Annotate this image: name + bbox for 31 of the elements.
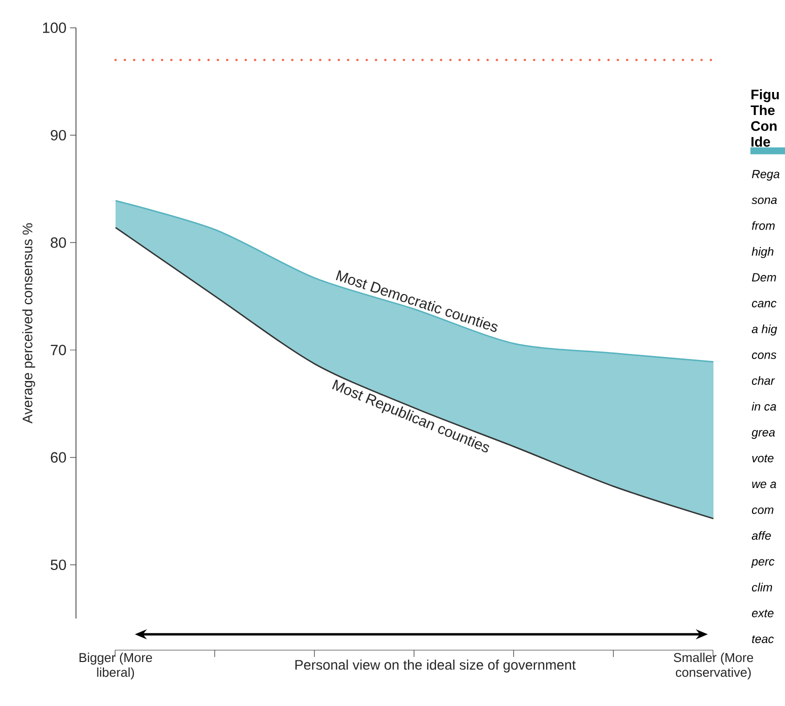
x-tick-label: Bigger (More liberal): [80, 652, 152, 680]
text: canc: [752, 301, 776, 308]
y-tick-label: 90: [50, 130, 66, 141]
y-tick-label: 70: [50, 345, 66, 356]
text: teac: [752, 636, 774, 644]
text: grea: [752, 430, 775, 440]
text: char: [752, 376, 775, 386]
text: perc: [751, 559, 774, 568]
text: clim: [752, 583, 772, 592]
text: exte: [752, 610, 774, 618]
text: from: [752, 221, 775, 230]
y-tick-label: 100: [43, 22, 66, 34]
text: affe: [752, 531, 771, 540]
text: we a: [752, 482, 776, 488]
y-tick-label: 80: [50, 238, 66, 248]
text: a hig: [752, 324, 778, 336]
x-axis-title: Personal view on the ideal size of government: [295, 660, 576, 673]
y-tick-label: 50: [50, 560, 66, 570]
text: sona: [752, 198, 777, 204]
text: cons: [752, 352, 776, 360]
line-series: [114, 200, 714, 363]
x-tick-label: Smaller (More conservative): [674, 652, 754, 680]
text: Figu The Con Ide: [750, 89, 779, 147]
text: Dem: [752, 274, 776, 282]
text: in ca: [752, 402, 776, 411]
text: com: [752, 508, 774, 514]
text: high: [752, 247, 774, 258]
text: vote: [752, 454, 774, 463]
text: Rega: [752, 170, 780, 181]
y-tick-label: 60: [50, 452, 66, 463]
y-axis-title: Average perceived consensus %: [22, 224, 36, 424]
